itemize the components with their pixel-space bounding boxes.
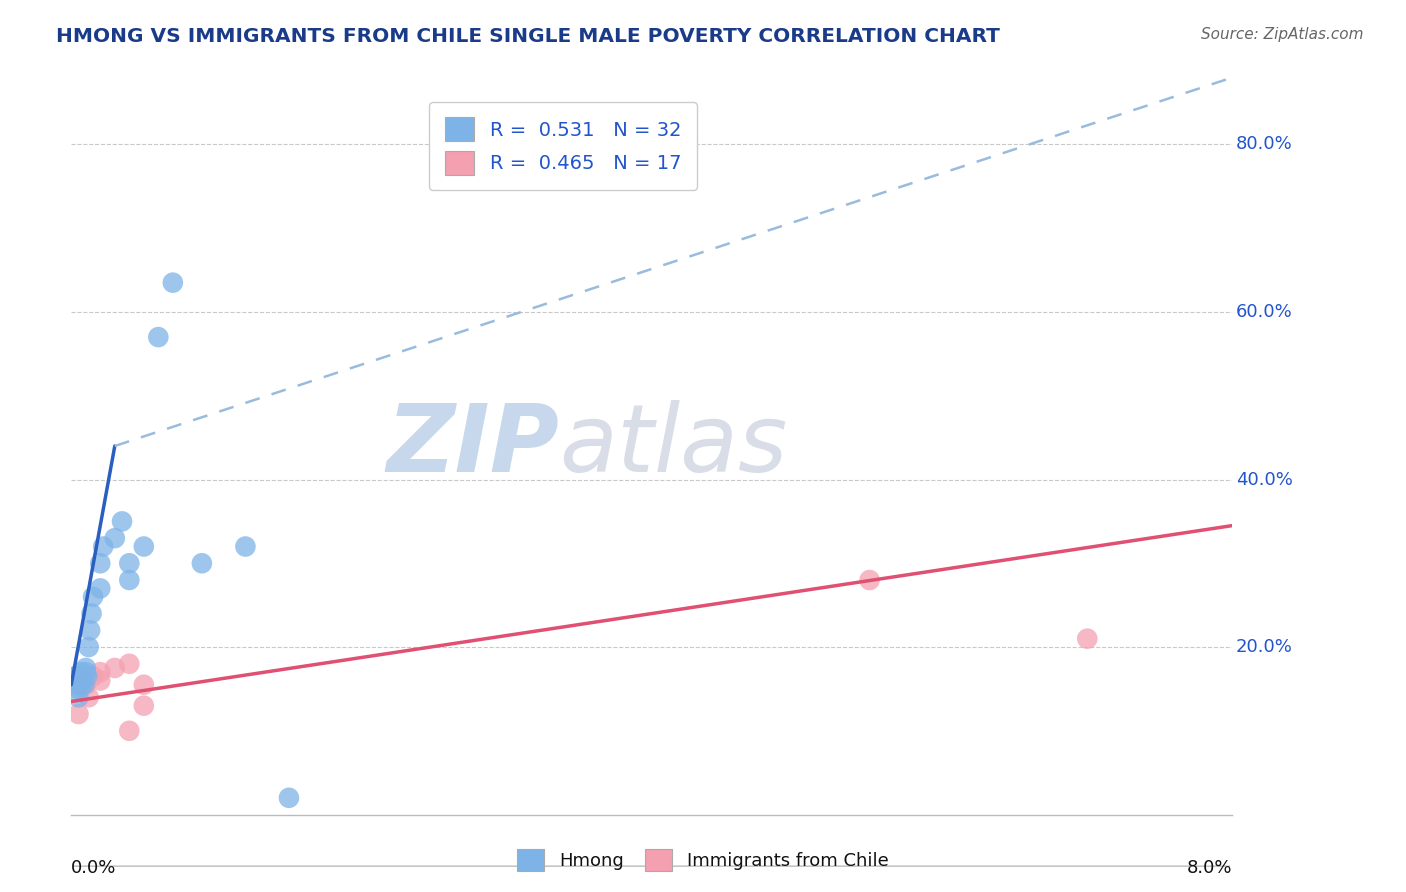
Point	[75, 665, 97, 680]
Legend: Hmong, Immigrants from Chile: Hmong, Immigrants from Chile	[510, 842, 896, 879]
Text: 40.0%: 40.0%	[1236, 470, 1292, 489]
Point	[89, 673, 111, 688]
Point	[77, 640, 100, 654]
Text: Source: ZipAtlas.com: Source: ZipAtlas.com	[1201, 27, 1364, 42]
Text: 8.0%: 8.0%	[1187, 859, 1233, 877]
Point	[111, 515, 134, 529]
Point	[75, 661, 97, 675]
Point	[75, 678, 97, 692]
Point	[118, 573, 141, 587]
Point	[235, 540, 257, 554]
Point	[73, 678, 96, 692]
Point	[80, 607, 103, 621]
Point	[65, 669, 87, 683]
Point	[89, 665, 111, 680]
Point	[858, 573, 880, 587]
Point	[63, 673, 86, 688]
Point	[118, 556, 141, 570]
Point	[67, 706, 90, 721]
Text: 80.0%: 80.0%	[1236, 136, 1292, 153]
Point	[67, 681, 90, 696]
Point	[70, 678, 93, 692]
Text: ZIP: ZIP	[387, 400, 560, 492]
Point	[66, 678, 89, 692]
Text: HMONG VS IMMIGRANTS FROM CHILE SINGLE MALE POVERTY CORRELATION CHART: HMONG VS IMMIGRANTS FROM CHILE SINGLE MA…	[56, 27, 1000, 45]
Point	[104, 661, 127, 675]
Point	[72, 673, 94, 688]
Point	[89, 556, 111, 570]
Point	[118, 723, 141, 738]
Point	[70, 665, 93, 680]
Point	[82, 669, 104, 683]
Text: 0.0%: 0.0%	[72, 859, 117, 877]
Point	[67, 690, 90, 705]
Text: 20.0%: 20.0%	[1236, 638, 1292, 656]
Point	[104, 531, 127, 545]
Text: atlas: atlas	[560, 401, 787, 491]
Point	[72, 669, 94, 683]
Point	[65, 669, 87, 683]
Point	[89, 582, 111, 596]
Point	[118, 657, 141, 671]
Point	[69, 673, 91, 688]
Point	[69, 669, 91, 683]
Text: 60.0%: 60.0%	[1236, 303, 1292, 321]
Point	[91, 540, 114, 554]
Point	[1076, 632, 1098, 646]
Point	[77, 690, 100, 705]
Point	[132, 678, 155, 692]
Point	[82, 590, 104, 604]
Point	[79, 624, 101, 638]
Point	[132, 540, 155, 554]
Point	[148, 330, 170, 344]
Point	[66, 678, 89, 692]
Point	[72, 673, 94, 688]
Point	[76, 669, 98, 683]
Point	[70, 678, 93, 692]
Point	[132, 698, 155, 713]
Point	[191, 556, 214, 570]
Point	[162, 276, 184, 290]
Legend: R =  0.531   N = 32, R =  0.465   N = 17: R = 0.531 N = 32, R = 0.465 N = 17	[429, 102, 696, 190]
Point	[278, 790, 301, 805]
